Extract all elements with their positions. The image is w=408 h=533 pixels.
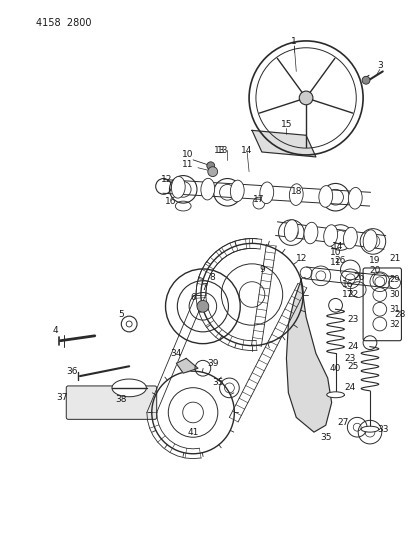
Text: 18: 18 xyxy=(290,187,302,196)
Ellipse shape xyxy=(284,220,298,241)
Text: 7: 7 xyxy=(201,283,207,292)
Text: 35: 35 xyxy=(212,378,223,387)
Text: 29: 29 xyxy=(390,275,400,284)
Text: 20: 20 xyxy=(369,266,381,276)
Text: 13: 13 xyxy=(217,146,228,155)
Text: 31: 31 xyxy=(390,305,400,314)
Circle shape xyxy=(362,76,370,84)
Polygon shape xyxy=(252,131,316,157)
Text: 6: 6 xyxy=(190,293,196,302)
Ellipse shape xyxy=(201,179,215,200)
Ellipse shape xyxy=(363,230,377,252)
Text: 13: 13 xyxy=(214,146,225,155)
Text: 35: 35 xyxy=(320,433,331,441)
Text: 33: 33 xyxy=(377,425,388,434)
Circle shape xyxy=(299,91,313,105)
Text: 34: 34 xyxy=(171,349,182,358)
Text: 23: 23 xyxy=(348,314,359,324)
Text: 27: 27 xyxy=(338,418,349,427)
Text: 26: 26 xyxy=(335,256,346,264)
Text: 15: 15 xyxy=(281,120,292,129)
Text: 11: 11 xyxy=(330,257,341,266)
Ellipse shape xyxy=(260,182,274,204)
Text: 19: 19 xyxy=(369,256,381,264)
Polygon shape xyxy=(176,358,198,373)
Polygon shape xyxy=(286,280,332,432)
Ellipse shape xyxy=(344,227,357,249)
Text: 24: 24 xyxy=(345,383,356,392)
Text: 26: 26 xyxy=(354,273,365,282)
Text: 1: 1 xyxy=(291,37,297,46)
Text: 5: 5 xyxy=(118,310,124,319)
Text: 4: 4 xyxy=(53,326,58,335)
Text: 17: 17 xyxy=(341,290,353,299)
Text: 9: 9 xyxy=(259,265,265,274)
Ellipse shape xyxy=(112,379,146,397)
Ellipse shape xyxy=(324,225,338,246)
Text: 37: 37 xyxy=(57,393,68,402)
Text: 41: 41 xyxy=(187,427,199,437)
Text: 40: 40 xyxy=(330,364,341,373)
Text: 3: 3 xyxy=(377,61,383,70)
Ellipse shape xyxy=(304,222,318,244)
Ellipse shape xyxy=(327,392,344,398)
Text: 23: 23 xyxy=(345,354,356,363)
Text: 12: 12 xyxy=(295,254,307,263)
Text: 36: 36 xyxy=(67,367,78,376)
Ellipse shape xyxy=(171,176,185,198)
Text: 38: 38 xyxy=(115,395,127,404)
Circle shape xyxy=(208,167,217,176)
Circle shape xyxy=(207,162,215,169)
Text: 25: 25 xyxy=(348,362,359,371)
Text: 16: 16 xyxy=(341,280,353,289)
Text: 12: 12 xyxy=(161,175,172,184)
Text: 16: 16 xyxy=(165,197,176,206)
Text: 14: 14 xyxy=(332,242,343,251)
Ellipse shape xyxy=(348,188,362,209)
FancyBboxPatch shape xyxy=(66,386,157,419)
Text: 24: 24 xyxy=(348,342,359,351)
Text: 11: 11 xyxy=(182,160,194,169)
Text: 28: 28 xyxy=(395,310,406,319)
Text: 14: 14 xyxy=(242,146,253,155)
Text: 17: 17 xyxy=(253,195,265,204)
Text: 4158  2800: 4158 2800 xyxy=(36,18,91,28)
Ellipse shape xyxy=(231,180,244,202)
Ellipse shape xyxy=(289,184,303,205)
Text: 39: 39 xyxy=(207,359,218,368)
Text: 21: 21 xyxy=(389,254,400,263)
Text: 10: 10 xyxy=(182,150,194,159)
Text: 22: 22 xyxy=(348,290,359,299)
Text: 32: 32 xyxy=(390,319,400,328)
Circle shape xyxy=(197,301,209,312)
Text: 30: 30 xyxy=(390,290,400,299)
Ellipse shape xyxy=(361,426,379,432)
Ellipse shape xyxy=(319,185,333,207)
Text: 10: 10 xyxy=(330,248,341,257)
Text: 8: 8 xyxy=(210,273,215,282)
Ellipse shape xyxy=(175,201,191,211)
